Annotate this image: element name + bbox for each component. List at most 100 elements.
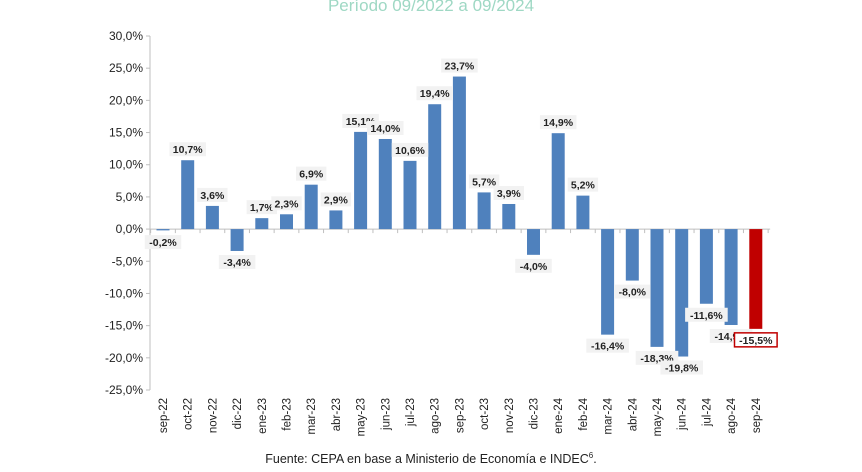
data-label-box xyxy=(614,284,651,299)
data-label: -8,0% xyxy=(619,287,647,299)
data-label-box xyxy=(468,174,500,189)
bar xyxy=(354,131,368,230)
x-tick-label: oct-22 xyxy=(183,398,195,430)
data-label: 1,7% xyxy=(250,202,275,214)
x-tick-label: may-24 xyxy=(652,397,664,436)
y-tick-label: -15,0% xyxy=(105,319,143,333)
bar xyxy=(329,210,343,230)
data-label-box-highlight xyxy=(733,332,778,348)
x-tick-label: jul-23 xyxy=(405,398,417,427)
bar xyxy=(156,229,170,231)
data-label-box xyxy=(367,120,404,135)
bar xyxy=(502,203,516,230)
y-tick-label: 30,0% xyxy=(109,29,143,43)
bar xyxy=(280,214,293,230)
data-label-box xyxy=(567,177,599,192)
bar xyxy=(724,229,738,325)
bar xyxy=(205,205,219,230)
data-label-box xyxy=(685,307,728,322)
data-label-box xyxy=(515,258,552,273)
data-label: -15,5% xyxy=(739,335,773,347)
x-tick-label: sep-23 xyxy=(454,398,466,433)
data-label: 2,3% xyxy=(275,198,300,210)
data-label: 6,9% xyxy=(299,169,324,181)
data-label-box xyxy=(539,115,577,130)
x-tick-label: jul-24 xyxy=(701,397,713,427)
data-label: 23,7% xyxy=(445,61,475,73)
data-label-box xyxy=(441,58,478,73)
bar xyxy=(601,229,615,335)
bar xyxy=(527,229,540,255)
data-label: 2,9% xyxy=(324,194,349,206)
y-tick-label: 20,0% xyxy=(109,93,143,107)
data-label: 19,4% xyxy=(420,88,450,100)
x-tick-label: nov-23 xyxy=(504,398,516,433)
bar xyxy=(576,195,590,230)
data-label-box xyxy=(271,196,302,211)
x-tick-label: mar-23 xyxy=(306,398,318,434)
y-tick-label: -20,0% xyxy=(105,351,143,365)
y-tick-label: 5,0% xyxy=(116,190,144,204)
data-label: -3,4% xyxy=(223,257,251,269)
data-label: 5,2% xyxy=(571,180,596,192)
x-tick-label: may-23 xyxy=(356,398,368,436)
bar xyxy=(230,229,244,251)
bar xyxy=(181,160,195,230)
x-tick-label: abr-23 xyxy=(331,398,343,431)
y-tick-label: -5,0% xyxy=(112,254,144,268)
y-tick-label: -10,0% xyxy=(105,286,143,300)
x-tick-label: sep-24 xyxy=(751,397,763,433)
y-tick-label: -25,0% xyxy=(105,383,143,397)
y-tick-label: 10,0% xyxy=(109,158,143,172)
data-label: 14,9% xyxy=(543,117,573,129)
bar xyxy=(304,184,318,230)
data-label: 3,9% xyxy=(497,188,522,200)
x-tick-label: nov-22 xyxy=(207,398,219,433)
x-tick-label: abr-24 xyxy=(627,397,639,431)
bar xyxy=(675,229,689,357)
data-label-box xyxy=(586,338,629,353)
data-label-box xyxy=(218,254,256,269)
data-label: -19,8% xyxy=(665,363,699,375)
data-label-box xyxy=(493,185,524,200)
x-tick-label: dic-23 xyxy=(529,398,541,429)
bar xyxy=(428,104,442,230)
data-label: 3,6% xyxy=(200,190,225,202)
footnote-mark: 6 xyxy=(588,451,594,460)
x-tick-label: ago-23 xyxy=(430,398,442,434)
data-label-box xyxy=(197,187,228,202)
bar xyxy=(551,133,565,230)
data-label-box xyxy=(296,166,327,181)
source-text: Fuente: CEPA en base a Ministerio de Eco… xyxy=(265,452,589,467)
data-label: 5,7% xyxy=(472,176,497,188)
source-end: . xyxy=(593,452,597,467)
x-tick-label: jun-23 xyxy=(380,398,392,431)
bar xyxy=(650,229,664,347)
data-label-box xyxy=(246,200,277,215)
x-tick-label: dic-22 xyxy=(232,398,244,429)
x-tick-label: feb-24 xyxy=(578,397,590,430)
bar xyxy=(452,76,466,230)
source-note: Fuente: CEPA en base a Ministerio de Eco… xyxy=(0,451,862,466)
bar xyxy=(403,160,417,230)
y-tick-label: 0,0% xyxy=(116,222,144,236)
data-label: 10,7% xyxy=(173,144,203,156)
data-label: -11,6% xyxy=(690,310,723,322)
data-label: -16,4% xyxy=(591,341,625,353)
bar xyxy=(255,218,269,230)
x-tick-label: oct-23 xyxy=(479,398,491,430)
x-tick-label: mar-24 xyxy=(603,397,615,434)
data-label-box xyxy=(144,235,182,250)
x-tick-label: sep-22 xyxy=(158,398,170,433)
y-tick-label: 25,0% xyxy=(109,61,143,75)
bar xyxy=(625,229,639,281)
bar-highlight xyxy=(749,229,763,329)
data-label-box xyxy=(169,142,206,157)
bar xyxy=(699,229,713,304)
data-label-box xyxy=(320,192,352,207)
y-tick-label: 15,0% xyxy=(109,126,143,140)
data-label-box xyxy=(416,86,453,101)
data-label: -0,2% xyxy=(149,237,177,249)
x-tick-label: feb-23 xyxy=(282,398,294,431)
